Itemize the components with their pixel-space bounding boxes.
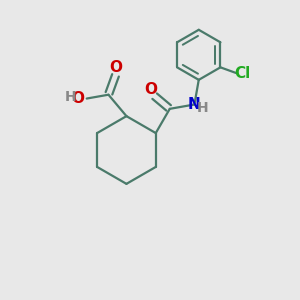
Text: N: N (188, 97, 201, 112)
Text: Cl: Cl (234, 66, 250, 81)
Text: O: O (144, 82, 157, 98)
Text: O: O (71, 91, 84, 106)
Text: H: H (197, 101, 208, 115)
Text: H: H (65, 90, 76, 104)
Text: O: O (110, 60, 122, 75)
